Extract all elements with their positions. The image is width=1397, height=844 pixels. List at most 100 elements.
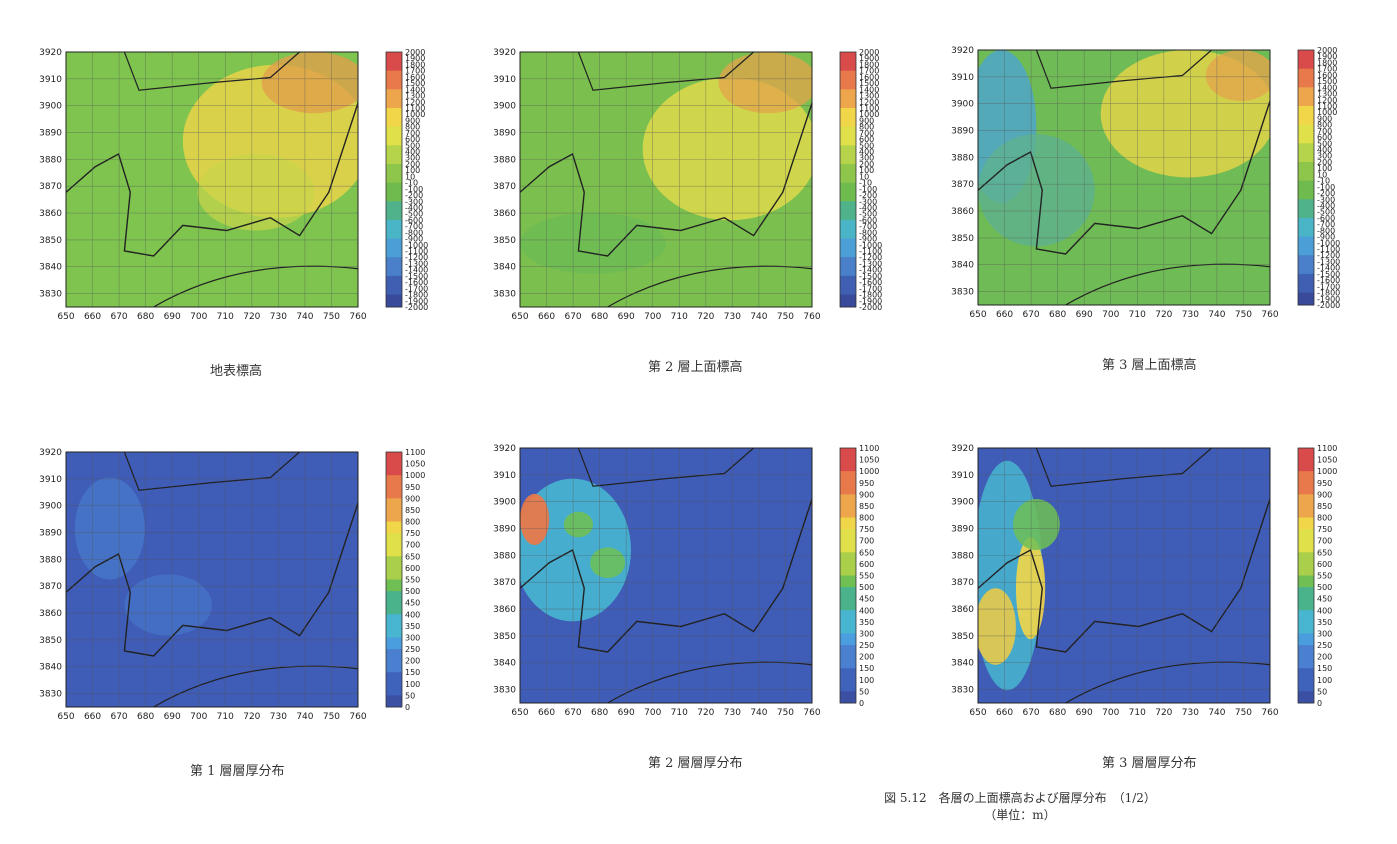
colorbar-segment (386, 257, 402, 264)
colorbar-tick-label: 0 (1317, 699, 1322, 708)
colorbar-segment (386, 649, 402, 662)
colorbar-segment (386, 83, 402, 90)
panel-layer1-thickness: 650 660 670 680 690 700 710 720 730 740 750 760 3920… (30, 440, 470, 840)
y-tick-label: 3890 (951, 525, 974, 535)
y-tick-label: 3850 (493, 236, 516, 246)
x-tick-label: 710 (217, 712, 234, 722)
colorbar-segment (386, 132, 402, 140)
panel-layer2-thickness: 650 660 670 680 690 700 710 720 730 740 750 760 3920… (484, 436, 924, 836)
colorbar-segment (1298, 56, 1314, 63)
colorbar-segment (386, 139, 402, 146)
colorbar-tick-label: -200 (859, 191, 877, 200)
colorbar-tick-label: 1100 (859, 444, 879, 453)
colorbar-tick-label: 1200 (1317, 96, 1337, 105)
x-tick-label: 670 (564, 312, 581, 322)
x-tick-label: 650 (511, 312, 528, 322)
colorbar-segment (840, 176, 856, 184)
colorbar-segment (840, 275, 856, 283)
colorbar-tick-label: -1700 (1317, 282, 1340, 291)
map-layer3-thickness: 650 660 670 680 690 700 710 720 730 740 750 760 3920… (951, 444, 1337, 718)
colorbar-segment (386, 486, 402, 499)
colorbar-tick-label: 150 (859, 664, 874, 673)
colorbar-tick-label: 2000 (1317, 46, 1337, 55)
colorbar-tick-label: 850 (405, 506, 420, 515)
colorbar-tick-label: 10 (859, 172, 869, 181)
grid-lines (977, 49, 1271, 305)
colorbar-tick-label: 400 (859, 148, 874, 157)
colorbar-segment (840, 459, 856, 472)
colorbar-tick-label: 1100 (1317, 444, 1337, 453)
colorbar-segment (1298, 261, 1314, 269)
colorbar-tick-label: -1800 (1317, 289, 1340, 298)
x-tick-label: 660 (538, 708, 555, 718)
colorbar-segment (1298, 482, 1314, 495)
x-tick-label: 730 (1182, 708, 1199, 718)
colorbar-tick-label: -1000 (1317, 239, 1340, 248)
prefecture-boundary (123, 51, 300, 91)
plot-frame (977, 49, 1271, 306)
y-tick-label: 3830 (951, 686, 974, 696)
colorbar-segment (840, 95, 856, 103)
colorbar-tick-label: 800 (859, 123, 874, 132)
colorbar-tick-label: 1050 (1317, 456, 1337, 465)
y-tick-label: 3870 (951, 578, 974, 588)
colorbar-segment (1298, 471, 1314, 484)
colorbar-segment (1298, 529, 1314, 542)
colorbar-segment (386, 475, 402, 488)
y-tick-label: 3880 (951, 153, 974, 163)
prefecture-boundary (123, 451, 300, 491)
x-tick-label: 730 (724, 312, 741, 322)
colorbar-tick-label: 1000 (405, 471, 425, 480)
colorbar-segment (386, 275, 402, 283)
colorbar-tick-label: 1700 (405, 67, 425, 76)
colorbar-segment (386, 294, 402, 302)
colorbar: 2000190018001700160015001400130012001100… (839, 48, 882, 312)
x-tick-label: 670 (564, 708, 581, 718)
colorbar-segment (840, 64, 856, 72)
colorbar-segment (840, 207, 856, 215)
colorbar-tick-label: -1800 (859, 291, 882, 300)
colorbar-segment (840, 226, 856, 233)
plot-frame (977, 447, 1271, 704)
colorbar-tick-label: -600 (1317, 214, 1335, 223)
y-tick-label: 3840 (493, 263, 516, 273)
colorbar-tick-label: 2000 (859, 48, 879, 57)
colorbar-tick-label: 1200 (405, 98, 425, 107)
colorbar-segment (840, 157, 856, 165)
colorbar-segment (840, 587, 856, 600)
colorbar-tick-label: 50 (405, 691, 415, 700)
colorbar-tick-label: 300 (859, 154, 874, 163)
colorbar-tick-label: 250 (1317, 641, 1332, 650)
prefecture-boundary (1035, 447, 1212, 487)
colorbar-segment (840, 621, 856, 634)
colorbar-tick-label: 200 (1317, 158, 1332, 167)
prefecture-boundary (577, 51, 754, 91)
coastline (978, 498, 1270, 653)
colorbar-segment (386, 58, 402, 65)
colorbar-segment (386, 567, 402, 580)
colorbar-tick-label: -1600 (859, 278, 882, 287)
x-tick-label: 660 (84, 312, 101, 322)
colorbar-tick-label: -200 (1317, 189, 1335, 198)
y-tick-label: 3880 (39, 155, 62, 165)
colorbar-segment (1298, 224, 1314, 231)
colorbar-tick-label: 100 (859, 676, 874, 685)
colorbar: 1100105010009509008508007507006506005505… (839, 444, 879, 708)
x-tick-label: 720 (243, 712, 260, 722)
colorbar-segment (1298, 505, 1314, 519)
figure-caption-title: 図 5.12 各層の上面標高および層厚分布 （1/2） (884, 791, 1156, 805)
heatmap-region (124, 574, 212, 636)
colorbar-segment (840, 219, 856, 227)
colorbar-segment (386, 509, 402, 523)
colorbar-tick-label: 350 (1317, 618, 1332, 627)
y-tick-label: 3910 (39, 75, 62, 85)
colorbar-tick-label: -1100 (1317, 245, 1340, 254)
colorbar-tick-label: -400 (859, 203, 877, 212)
colorbar-segment (1298, 633, 1314, 646)
colorbar-segment (840, 145, 856, 153)
x-tick-label: 680 (137, 712, 154, 722)
x-tick-label: 680 (591, 708, 608, 718)
colorbar-segment (1298, 143, 1314, 151)
y-tick-label: 3830 (39, 290, 62, 300)
colorbar-tick-label: 1600 (859, 73, 879, 82)
